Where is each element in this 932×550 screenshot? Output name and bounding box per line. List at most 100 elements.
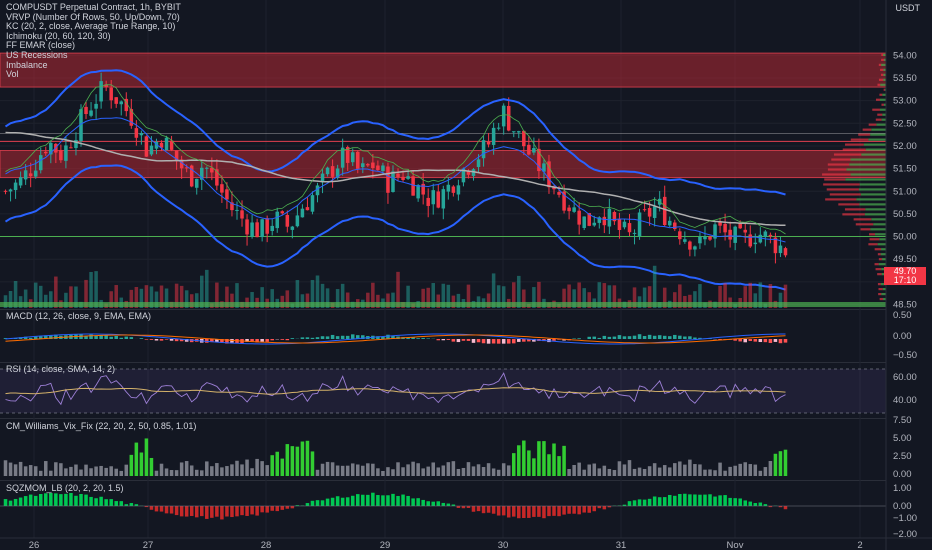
sqz-label[interactable]: SQZMOM_LB (20, 2, 20, 1.5) — [6, 483, 124, 493]
vix-bar — [597, 468, 602, 476]
macd-bar — [139, 338, 144, 339]
sqz-bar — [3, 499, 8, 506]
vix-bar — [386, 467, 390, 476]
macd-bar — [506, 339, 511, 344]
macd-bar — [693, 337, 697, 339]
vix-bar — [783, 449, 788, 476]
macd-bar — [220, 339, 224, 343]
ema-line — [5, 131, 786, 227]
sqz-bar — [235, 506, 239, 517]
macd-bar — [597, 337, 602, 339]
time-tick-label: Nov — [727, 540, 744, 550]
rsi-label[interactable]: RSI (14, close, SMA, 14, 2) — [6, 364, 116, 374]
candle-body — [612, 211, 617, 222]
vix-bar — [481, 467, 486, 476]
macd-bar — [355, 335, 360, 339]
volume-bar — [335, 289, 340, 308]
legend-ichimoku[interactable]: Ichimoku (20, 60, 120, 30) — [6, 30, 111, 41]
sqz-bar — [728, 497, 732, 506]
candle-body — [693, 246, 697, 250]
profile-row-down — [862, 128, 872, 131]
vix-bar — [119, 470, 124, 476]
profile-row-down — [853, 218, 872, 221]
vix-bar — [69, 466, 73, 476]
profile-row-down — [878, 258, 882, 261]
vix-bar — [547, 454, 551, 476]
macd-bar — [104, 335, 108, 339]
candle-body — [517, 131, 521, 133]
vix-bar — [667, 467, 672, 476]
vix-bar — [355, 464, 360, 476]
macd-bar — [144, 339, 149, 340]
profile-row-up — [883, 68, 886, 71]
profile-row-up — [881, 248, 886, 251]
time-tick-label: 28 — [261, 540, 272, 550]
profile-row-up — [861, 153, 886, 156]
macd-bar — [496, 339, 501, 344]
macd-bar — [361, 335, 365, 339]
legend-vrvp[interactable]: VRVP (Number Of Rows, 50, Up/Down, 70) — [6, 11, 180, 22]
candle-body — [441, 189, 446, 209]
candle-body — [315, 185, 320, 196]
volume-bar — [38, 285, 43, 308]
legend-kc[interactable]: KC (20, 2, close, Average True Range, 10… — [6, 21, 176, 32]
candle-body — [335, 168, 340, 178]
vix-bar — [728, 466, 732, 476]
sqz-bar — [693, 494, 697, 506]
sqz-bar — [144, 506, 149, 508]
candle-body — [300, 208, 305, 218]
profile-row-down — [878, 288, 883, 291]
sqz-bar — [708, 494, 712, 506]
macd-bar — [587, 336, 591, 339]
macd-bar — [386, 334, 390, 339]
macd-bar — [426, 338, 430, 339]
macd-bar — [451, 339, 456, 342]
profile-row-down — [824, 178, 846, 181]
legend-us-recessions[interactable]: US Recessions — [6, 49, 68, 60]
macd-bar — [662, 335, 667, 339]
sqz-bar — [426, 501, 430, 506]
legend-symbol[interactable]: COMPUSDT Perpetual Contract, 1h, BYBIT — [6, 2, 181, 12]
candle-body — [350, 152, 355, 163]
legend-imbalance[interactable]: Imbalance — [6, 59, 48, 70]
macd-bar — [446, 339, 451, 340]
vix-bar — [612, 470, 617, 476]
vix-bar — [13, 464, 18, 476]
sqz-bar — [698, 494, 702, 506]
profile-row-up — [871, 128, 886, 131]
vix-bar — [366, 463, 370, 476]
macd-label[interactable]: MACD (12, 26, close, 9, EMA, EMA) — [6, 311, 152, 321]
sqz-bar — [94, 498, 98, 506]
profile-row-up — [881, 258, 886, 261]
sqz-bar — [13, 498, 18, 506]
pane-tick-label: 2.50 — [893, 451, 912, 462]
profile-row-down — [875, 118, 882, 121]
vix-bar — [200, 470, 204, 476]
legend-vol[interactable]: Vol — [6, 69, 19, 80]
vix-bar — [300, 441, 305, 476]
candle-body — [718, 221, 722, 226]
volume-bar — [723, 283, 727, 308]
last-price: 49.70 — [893, 266, 917, 276]
profile-row-down — [833, 153, 862, 156]
vix-bar — [753, 464, 758, 476]
candles — [3, 72, 788, 264]
time-tick-label: 2 — [857, 540, 862, 550]
vix-bar — [748, 464, 753, 476]
sqz-bar — [325, 498, 330, 506]
vix-label[interactable]: CM_Williams_Vix_Fix (22, 20, 2, 50, 0.85… — [6, 421, 197, 431]
macd-bar — [179, 339, 184, 342]
vix-bar — [542, 441, 546, 476]
sqz-bar — [54, 493, 58, 506]
volume-bar — [114, 285, 118, 308]
vix-bar — [144, 438, 149, 476]
macd-bar — [698, 337, 702, 339]
profile-row-down — [877, 113, 883, 116]
legend-ff-emar[interactable]: FF EMAR (close) — [6, 40, 76, 51]
sqz-bar — [783, 506, 788, 510]
vix-bar — [23, 466, 28, 476]
vix-bar — [471, 466, 476, 476]
profile-row-up — [849, 163, 886, 166]
candle-body — [119, 101, 124, 105]
